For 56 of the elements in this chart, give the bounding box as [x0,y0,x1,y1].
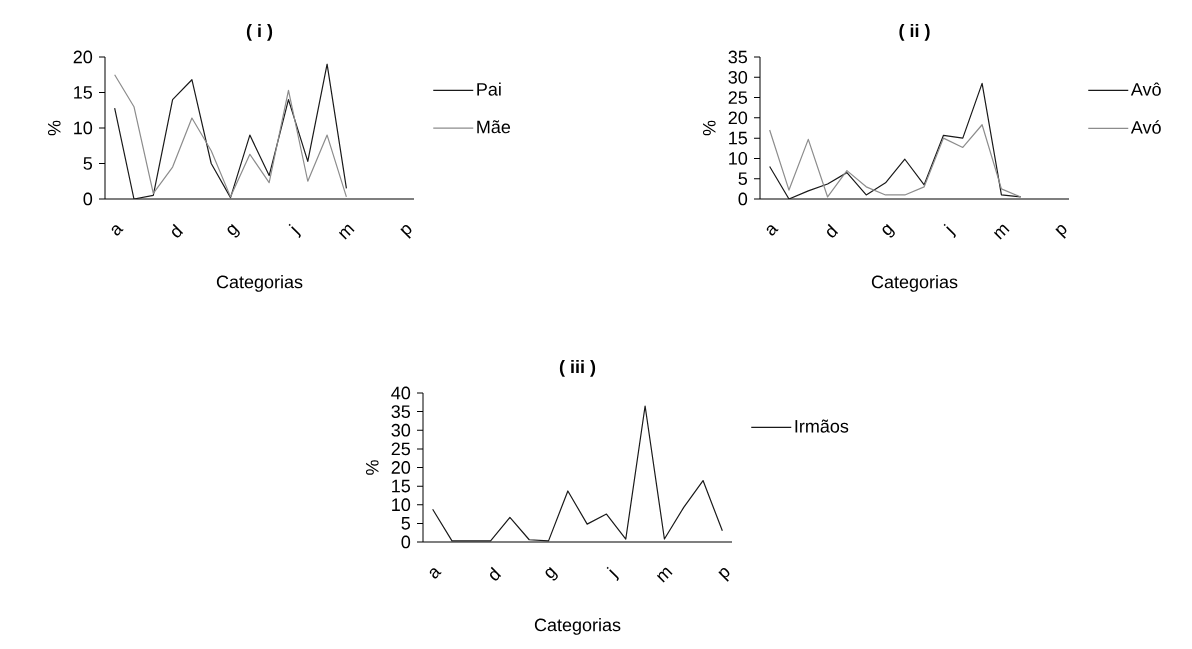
y-tick-label: 10 [74,121,93,135]
y-tick-label: 25 [728,91,748,104]
x-tick-label: d [490,566,502,581]
y-tick-label: 25 [391,442,411,456]
y-tick-label: 5 [738,172,748,185]
y-axis-title: % [365,460,379,475]
line-series [769,124,1022,198]
x-tick-label: g [882,223,895,238]
x-tick-label: j [606,566,619,581]
y-tick-label: 20 [391,461,411,474]
x-axis-title: Categorias [534,618,621,635]
x-tick-label: p [400,224,412,239]
y-tick-label: 0 [83,192,93,206]
y-tick-label: 30 [391,423,411,437]
chart-title: ( ii ) [899,24,930,41]
y-tick-label: 35 [391,405,411,418]
y-tick-label: 15 [74,86,93,99]
chart-title: ( i ) [246,24,273,41]
legend-label: Avó [1130,120,1161,134]
x-axis-title: Categorias [871,275,958,292]
y-tick-label: 5 [83,157,93,170]
x-tick-label: d [827,223,839,238]
y-tick-label: 10 [729,152,748,165]
x-tick-label: m [656,567,673,583]
legend-label: Pai [477,82,501,96]
x-tick-label: p [718,567,730,582]
x-tick-label: j [288,223,301,238]
chart-title: ( iii ) [559,360,596,377]
x-tick-label: g [545,566,558,581]
x-tick-label: p [1055,224,1067,239]
x-tick-label: g [227,223,240,238]
legend-label: Irmãos [795,419,849,433]
y-tick-label: 30 [728,70,748,84]
y-tick-label: 35 [728,50,748,64]
y-tick-label: 0 [738,192,748,206]
x-tick-label: m [993,224,1010,240]
legend-label: Avô [1130,82,1161,96]
y-tick-label: 10 [392,498,411,512]
x-tick-label: a [111,225,124,236]
x-tick-label: a [429,568,442,579]
x-axis-title: Categorias [216,275,303,292]
x-tick-label: m [338,224,355,240]
x-tick-label: j [943,223,956,238]
y-tick-label: 15 [392,479,411,493]
y-tick-label: 40 [391,386,411,400]
x-tick-label: d [172,223,184,238]
y-tick-label: 20 [73,50,93,64]
x-tick-label: a [766,225,779,236]
line-series [769,82,1022,199]
legend-label: Mãe [477,120,511,134]
y-tick-label: 15 [729,131,748,145]
y-axis-title: % [702,120,716,136]
y-tick-label: 5 [401,517,411,530]
y-tick-label: 20 [728,111,748,125]
y-axis-title: % [47,120,61,136]
y-tick-label: 0 [401,535,411,549]
